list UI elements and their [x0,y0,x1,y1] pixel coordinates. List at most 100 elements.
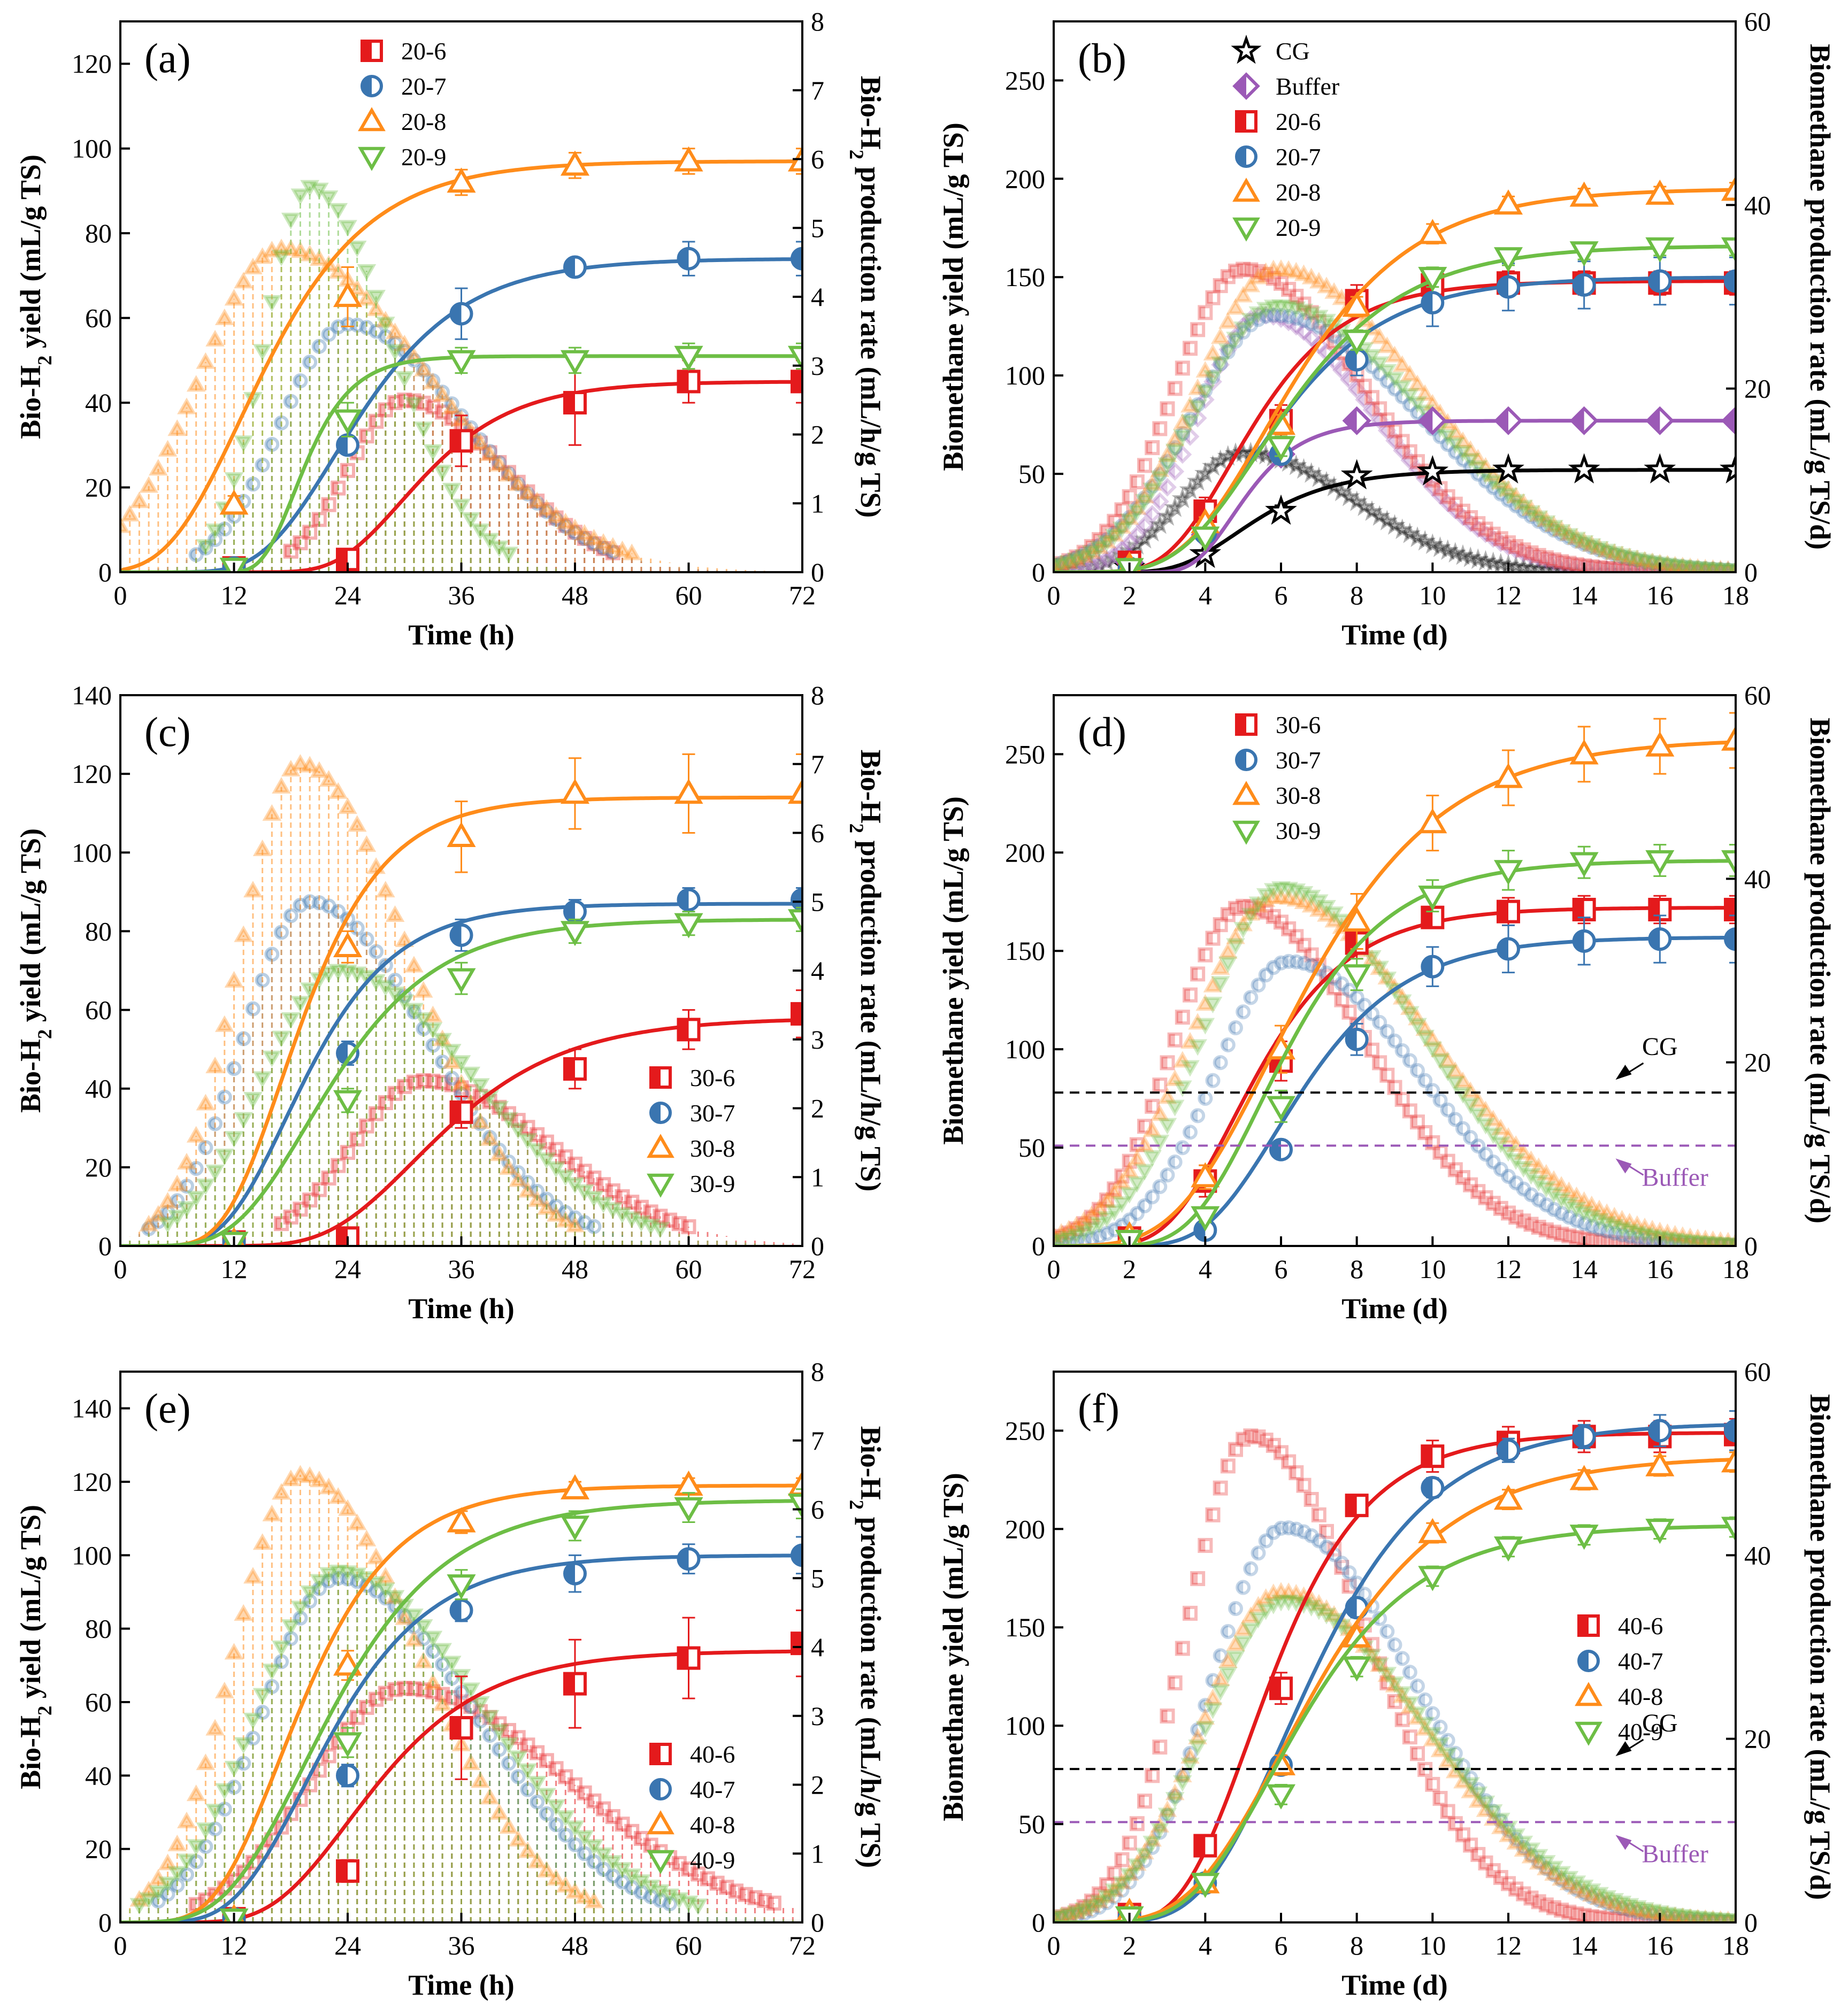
rate-point-half [294,537,301,549]
rate-point-half [1199,1092,1206,1104]
rate-point-half [720,1881,727,1894]
data-point-30-7-half [338,1043,348,1064]
rate-point [252,839,272,857]
rate-point-half [1054,563,1062,572]
y-tick-label: 0 [98,1907,112,1937]
rate-point [1392,380,1412,397]
reference-arrow-head [1615,1065,1632,1080]
rate-point-body [1372,401,1387,417]
rate-point-half [1222,271,1228,283]
rate-point [1099,1192,1115,1208]
rate-point [1599,560,1615,572]
rate-point-body [1590,559,1609,572]
rate-point [319,190,339,207]
data-point-20-7-half [1422,293,1433,313]
rate-point-body [1455,1170,1470,1186]
rate-point [395,371,415,388]
x-tick-label: 10 [1419,580,1446,610]
data-point-20-9 [1569,241,1599,267]
rate-point [1067,552,1086,570]
rate-point [1243,899,1259,915]
rate-point [1317,313,1336,330]
rate-point [423,372,443,389]
rate-point [1729,560,1736,572]
rate-point [433,385,452,402]
rate-point-half [1298,314,1304,327]
rate-point-half [1374,368,1380,380]
rate-point [1236,261,1251,277]
rate-point [499,1112,518,1129]
x-tick-label: 72 [789,580,816,610]
rate-point [603,1202,623,1219]
rate-point-half [1093,1203,1099,1215]
rate-point [1470,516,1486,532]
rate-point [1410,405,1425,420]
rate-point-body [1129,1206,1145,1221]
y-axis-label: Bio-H2 yield (mL/g TS) [14,155,56,439]
rate-point [1546,1225,1561,1240]
rate-point-body [1393,441,1412,460]
rate-point-half [408,1006,414,1018]
rate-point [442,1044,462,1061]
rate-point [1681,560,1700,572]
rate-point-body [1084,539,1099,555]
rate-series-30-9 [120,964,785,1246]
rate-point [120,505,140,522]
y-tick-label: 0 [98,1231,112,1261]
rate-point [423,1005,443,1022]
rate-point-half [626,1825,632,1837]
rate-point [224,472,244,489]
rate-point [1402,397,1417,412]
rate-point-half [361,933,367,945]
rate-point-half [578,1217,585,1229]
rate-point [1592,542,1607,558]
rate-point [567,1156,582,1172]
rate-point-half [218,523,225,535]
rate-point-half [1245,264,1251,276]
plot-frame [1053,694,1737,1247]
rate-point-half [1578,560,1584,572]
rate-point-body [1054,557,1061,572]
rate-point-half [597,542,604,555]
rate-point [1493,531,1508,547]
rate-point [433,1033,452,1050]
rate-point [1233,317,1253,336]
rate-point [1665,558,1685,572]
rate-point [1597,560,1616,572]
rate-point [1248,267,1268,284]
rate-point-body [1637,563,1652,572]
rate-point-half [1131,476,1137,488]
rate-point-half [275,417,282,429]
rate-point-half [446,1072,452,1084]
rate-point-body [1711,563,1730,572]
rate-point-half [266,438,272,451]
x-tick-label: 18 [1722,580,1749,610]
rate-point-half [1230,335,1236,348]
rate-point-half [1139,1120,1145,1133]
rate-point-half [1176,1011,1183,1024]
rate-point [413,981,433,998]
rate-point-body [1303,316,1319,331]
rate-point-body [1592,542,1607,558]
rate-point-body [1075,557,1094,572]
rate-point [501,1106,517,1121]
y2-tick-label: 20 [1744,374,1771,404]
data-point-30-9 [787,909,802,935]
rate-point [1619,560,1640,572]
plot-area [1054,175,1736,572]
rate-point-half [361,430,367,442]
rate-point [1622,1236,1637,1246]
rate-point-body [1592,560,1607,572]
rate-point [1635,553,1654,571]
rate-point [1372,401,1387,417]
rate-point-body [1152,1179,1168,1195]
y-axis-label: Biomethane yield (mL/g TS) [937,796,969,1145]
rate-point-half [1455,510,1463,524]
data-point-30-6 [677,1018,701,1042]
rate-point-half [1654,1239,1660,1246]
rate-point [272,1030,291,1048]
rate-point [214,1015,234,1032]
rate-point-half [342,318,348,330]
rate-point [1054,559,1065,572]
rate-point-half [436,406,443,418]
